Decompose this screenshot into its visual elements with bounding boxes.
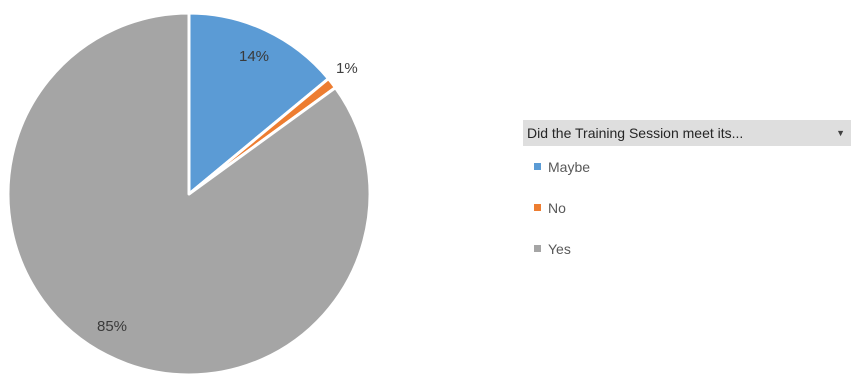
legend-swatch-maybe	[534, 163, 541, 170]
legend-item-maybe: Maybe	[523, 146, 851, 187]
pie-slice-yes[interactable]	[6, 11, 372, 377]
legend-filter-button[interactable]: Did the Training Session meet its... ▼	[523, 120, 851, 146]
dropdown-arrow-icon[interactable]: ▼	[836, 128, 845, 138]
data-label-maybe: 14%	[239, 48, 269, 65]
legend-item-yes: Yes	[523, 228, 851, 269]
data-label-no: 1%	[336, 60, 358, 77]
pie-data-labels: 14% 1% 85%	[97, 48, 358, 335]
legend-swatch-no	[534, 204, 541, 211]
legend-label-maybe: Maybe	[548, 158, 591, 175]
pie-slice-maybe[interactable]	[187, 11, 330, 196]
chart-legend: Did the Training Session meet its... ▼ M…	[523, 120, 851, 269]
data-label-yes: 85%	[97, 318, 127, 335]
legend-title: Did the Training Session meet its...	[527, 125, 744, 141]
legend-label-no: No	[548, 199, 566, 216]
legend-label-yes: Yes	[548, 240, 571, 257]
legend-swatch-yes	[534, 245, 541, 252]
pie-slices	[6, 11, 372, 377]
legend-item-no: No	[523, 187, 851, 228]
